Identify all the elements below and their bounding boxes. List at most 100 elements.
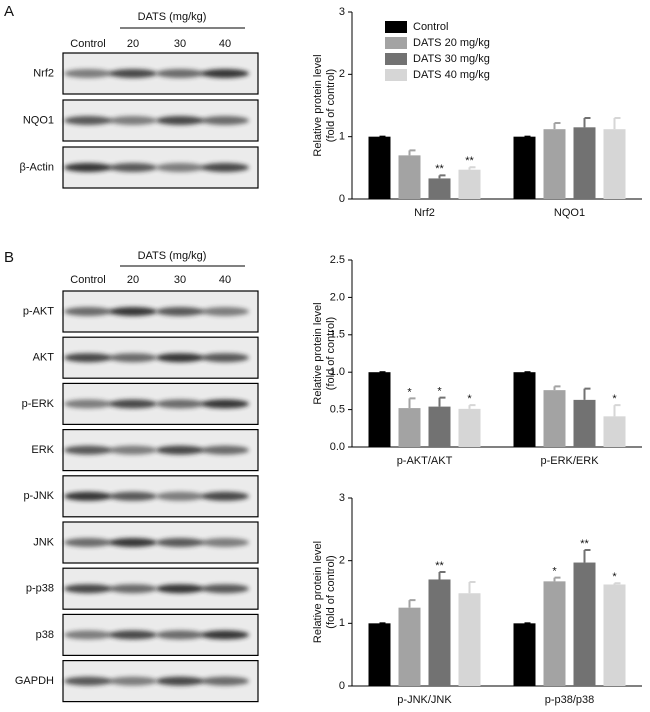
- significance-mark: *: [612, 571, 617, 583]
- bar: [573, 562, 596, 686]
- blot-band: [201, 584, 249, 594]
- error-bar: [553, 121, 561, 130]
- error-bar: [438, 396, 446, 407]
- x-tick-label: NQO1: [554, 207, 585, 219]
- significance-mark: **: [435, 163, 444, 175]
- bar: [428, 406, 451, 447]
- significance-mark: **: [465, 155, 474, 167]
- blot-band: [64, 116, 112, 125]
- bar: [603, 129, 626, 199]
- legend-label: DATS 20 mg/kg: [413, 37, 490, 49]
- bar: [543, 390, 566, 447]
- blot-band: [156, 676, 204, 686]
- bar: [573, 399, 596, 447]
- blot-band: [109, 116, 157, 125]
- blot-band: [109, 307, 157, 316]
- y-tick-label: 3: [339, 492, 345, 504]
- bar: [368, 623, 391, 686]
- blot-band: [109, 445, 157, 455]
- blot-band: [201, 353, 249, 363]
- blot-band: [201, 445, 249, 455]
- error-bar: [553, 576, 561, 582]
- error-bar: [408, 397, 416, 409]
- blot-band: [201, 116, 249, 125]
- lane-label: 30: [174, 38, 186, 50]
- y-tick-label: 2: [339, 555, 345, 567]
- blot-band: [201, 630, 249, 640]
- error-bar: [468, 580, 476, 594]
- panel-label: B: [4, 249, 14, 266]
- y-tick-label: 2: [339, 68, 345, 80]
- y-axis-label: (fold of control): [325, 317, 337, 390]
- blot-band: [156, 69, 204, 78]
- blot-band: [156, 445, 204, 455]
- x-tick-label: Nrf2: [414, 207, 435, 219]
- bar: [603, 584, 626, 686]
- bar: [543, 581, 566, 686]
- y-axis-label: Relative protein level: [312, 541, 324, 643]
- blot-band: [64, 399, 112, 409]
- bar: [398, 607, 421, 686]
- legend-label: DATS 30 mg/kg: [413, 53, 490, 65]
- bar: [428, 579, 451, 686]
- y-tick-label: 0: [339, 193, 345, 205]
- y-tick-label: 1: [339, 131, 345, 143]
- blot-band: [64, 163, 112, 172]
- blot-band: [201, 307, 249, 316]
- blot-band: [109, 399, 157, 409]
- row-label: p-p38: [26, 583, 54, 595]
- bar: [573, 127, 596, 199]
- x-tick-label: p-AKT/AKT: [397, 455, 453, 467]
- y-axis-label: (fold of control): [325, 69, 337, 142]
- bar: [603, 416, 626, 447]
- significance-mark: *: [407, 386, 412, 398]
- lane-label: 20: [127, 274, 139, 286]
- blot-band: [64, 445, 112, 455]
- error-bar: [583, 116, 591, 128]
- blot-band: [109, 584, 157, 594]
- error-bar: [553, 385, 561, 391]
- bar: [398, 408, 421, 447]
- y-tick-label: 2.5: [330, 254, 345, 266]
- y-tick-label: 3: [339, 6, 345, 18]
- bar: [543, 129, 566, 199]
- blot-band: [201, 491, 249, 501]
- row-label: β-Actin: [20, 161, 54, 173]
- significance-mark: *: [552, 565, 557, 577]
- y-tick-label: 1.5: [330, 329, 345, 341]
- blot-band: [156, 584, 204, 594]
- blot-band: [156, 630, 204, 640]
- bar: [513, 136, 536, 199]
- significance-mark: *: [612, 393, 617, 405]
- significance-mark: *: [467, 393, 472, 405]
- legend-swatch: [385, 37, 407, 49]
- error-bar: [408, 599, 416, 608]
- group-label: DATS (mg/kg): [138, 250, 207, 262]
- row-label: GAPDH: [15, 675, 54, 687]
- blot-band: [201, 676, 249, 686]
- blot-band: [109, 676, 157, 686]
- blot-band: [64, 538, 112, 547]
- error-bar: [613, 404, 621, 417]
- blot-band: [64, 676, 112, 686]
- error-bar: [583, 549, 591, 563]
- blot-band: [201, 399, 249, 409]
- blot-band: [109, 491, 157, 501]
- row-label: JNK: [33, 536, 54, 548]
- blot-band: [156, 538, 204, 547]
- bar: [513, 623, 536, 686]
- blot-band: [64, 353, 112, 363]
- y-tick-label: 2.0: [330, 291, 345, 303]
- row-label: p-AKT: [23, 305, 54, 317]
- y-axis-label: Relative protein level: [312, 302, 324, 404]
- blot-band: [201, 163, 249, 172]
- lane-label: 40: [219, 274, 231, 286]
- blot-band: [156, 399, 204, 409]
- y-tick-label: 1.0: [330, 366, 345, 378]
- bar: [368, 136, 391, 199]
- significance-mark: **: [580, 538, 589, 550]
- blot-band: [64, 630, 112, 640]
- error-bar: [613, 582, 621, 585]
- bar: [458, 408, 481, 447]
